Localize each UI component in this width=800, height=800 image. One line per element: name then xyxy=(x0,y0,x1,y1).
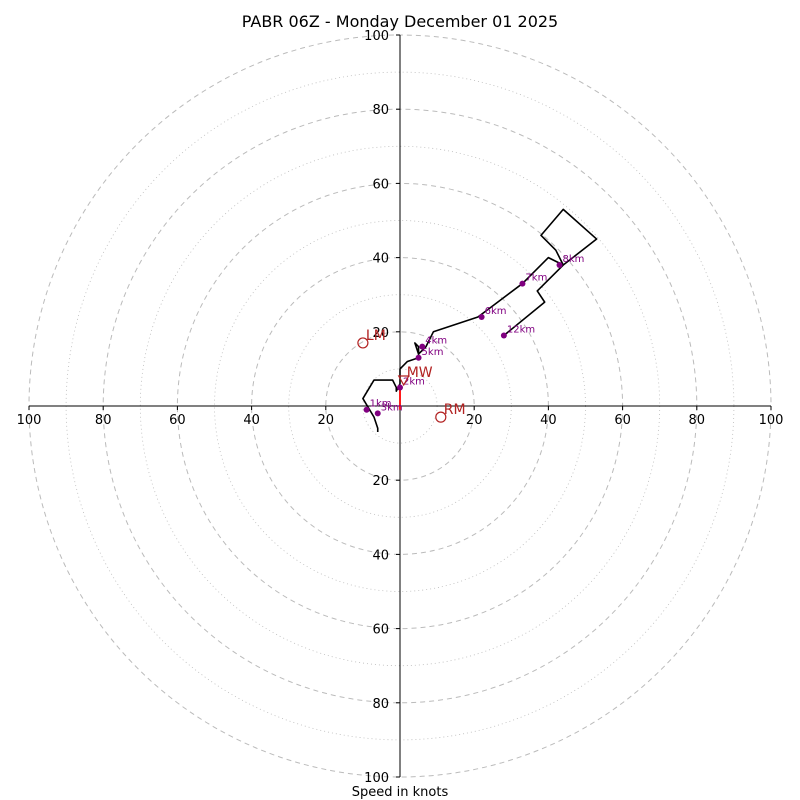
height-label-2km: 2km xyxy=(403,376,425,387)
height-point-2km xyxy=(397,384,403,391)
height-label-6km: 6km xyxy=(485,306,507,317)
y-tick-label: 100 xyxy=(364,29,389,44)
storm-motion-marker-lm xyxy=(357,337,369,349)
height-point-5km xyxy=(415,354,422,361)
y-tick-label: 20 xyxy=(372,326,389,341)
height-label-4km: 4km xyxy=(425,336,447,347)
x-tick-label: 100 xyxy=(17,413,42,428)
x-tick-label: 40 xyxy=(540,413,557,428)
height-label-1km: 1km xyxy=(370,399,392,410)
height-point-7km xyxy=(519,280,526,287)
height-label-12km: 12km xyxy=(507,325,535,336)
x-tick-label: 60 xyxy=(614,413,631,428)
x-tick-label: 100 xyxy=(759,413,784,428)
y-tick-label: 60 xyxy=(372,177,389,192)
x-tick-label: 80 xyxy=(689,413,706,428)
storm-motion-label-mw: MW xyxy=(407,365,433,381)
hodograph-trace xyxy=(362,208,598,432)
x-axis-label: Speed in knots xyxy=(352,785,449,800)
y-tick-label: 40 xyxy=(372,252,389,267)
y-tick-label: 40 xyxy=(372,548,389,563)
height-label-8km: 8km xyxy=(563,254,585,265)
x-tick-label: 20 xyxy=(466,413,483,428)
height-label-7km: 7km xyxy=(525,273,547,284)
height-point-3km xyxy=(374,410,381,417)
y-tick-label: 60 xyxy=(372,623,389,638)
storm-motion-markers: LM MW RM xyxy=(357,328,466,423)
tick-labels: 100 100 80 80 60 60 40 40 20 20 20 20 40 40 60 60 80 80 10… xyxy=(17,29,784,786)
height-point-8km xyxy=(556,262,563,269)
storm-motion-marker-mw xyxy=(397,375,410,387)
height-point-12km xyxy=(500,332,507,339)
x-tick-label: 20 xyxy=(318,413,335,428)
chart-title: PABR 06Z - Monday December 01 2025 xyxy=(242,12,558,31)
x-tick-label: 80 xyxy=(95,413,112,428)
y-tick-label: 20 xyxy=(372,474,389,489)
y-tick-label: 80 xyxy=(372,103,389,118)
height-label-3km: 3km xyxy=(381,402,403,413)
x-tick-label: 40 xyxy=(243,413,260,428)
storm-motion-label-rm: RM xyxy=(444,402,466,418)
x-tick-label: 60 xyxy=(169,413,186,428)
height-label-5km: 5km xyxy=(422,347,444,358)
wind-trace xyxy=(362,208,598,432)
storm-motion-label-lm: LM xyxy=(366,328,386,344)
storm-motion-marker-rm xyxy=(435,411,447,423)
y-tick-label: 100 xyxy=(364,771,389,786)
height-point-6km xyxy=(478,313,485,320)
height-point-4km xyxy=(419,343,426,350)
height-point-1km xyxy=(363,406,370,413)
y-tick-label: 80 xyxy=(372,697,389,712)
